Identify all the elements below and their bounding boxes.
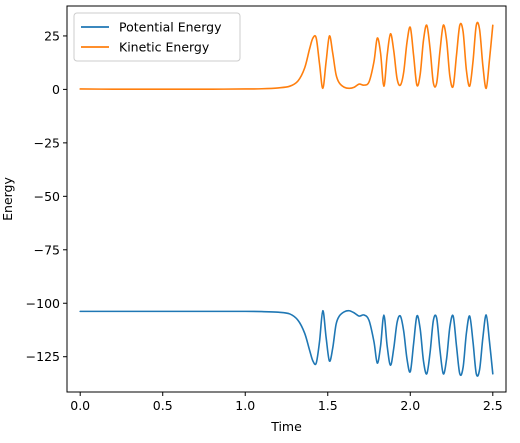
x-axis-label: Time [270,419,302,434]
y-axis-label: Energy [0,177,15,221]
x-tick-label: 2.0 [400,398,420,413]
plot-background [67,6,506,392]
x-tick-label: 0.5 [153,398,173,413]
x-tick-label: 1.5 [318,398,338,413]
y-tick-label: −25 [34,135,60,150]
series-layer [79,21,494,377]
legend-box [73,12,241,62]
plot-area [66,5,507,393]
x-tick-label: 0.0 [70,398,90,413]
x-axis: 0.0 0.5 1.0 1.5 2.0 2.5 [70,392,503,413]
series-line-potential-energy [79,309,494,377]
x-tick-label: 2.5 [483,398,503,413]
x-tick-label: 1.0 [235,398,255,413]
y-tick-label: −75 [34,242,60,257]
y-tick-label: −50 [34,189,60,204]
plot-frame [66,5,507,393]
y-tick-label: −100 [26,296,60,311]
legend-label-potential-energy: Potential Energy [119,20,222,35]
series-line-kinetic-energy [79,21,494,91]
y-tick-label: −125 [26,349,60,364]
legend: Potential Energy Kinetic Energy [73,12,241,62]
y-tick-label: 25 [44,28,60,43]
y-tick-label: 0 [52,82,60,97]
legend-label-kinetic-energy: Kinetic Energy [119,40,210,55]
y-axis: 25 0 −25 −50 −75 −100 −125 [26,28,67,364]
